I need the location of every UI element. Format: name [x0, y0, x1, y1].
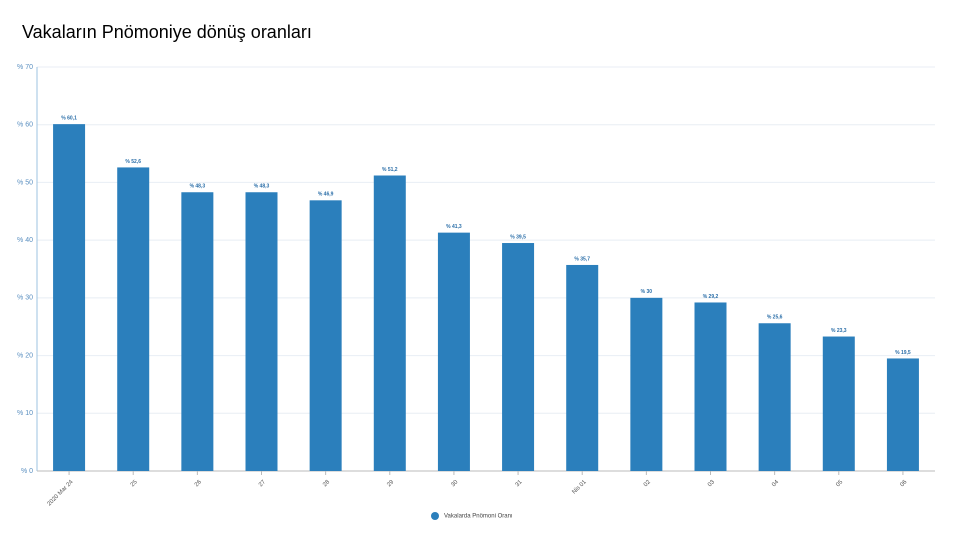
y-tick-label: % 70: [17, 64, 33, 71]
y-tick-label: % 10: [17, 410, 33, 417]
bar: [886, 358, 919, 471]
value-label: % 39,5: [510, 234, 526, 240]
value-label: % 19,5: [895, 350, 911, 356]
bar: [758, 323, 791, 471]
bar: [502, 243, 535, 471]
bar: [245, 192, 278, 472]
bar: [566, 264, 599, 471]
bar: [309, 200, 342, 471]
bar: [437, 232, 470, 471]
value-label: % 60,1: [61, 115, 77, 121]
y-tick-label: % 50: [17, 179, 33, 186]
x-tick-label: 06: [899, 479, 908, 488]
value-label: % 51,2: [382, 167, 398, 173]
value-label: % 23,3: [831, 328, 847, 334]
value-label: % 29,2: [703, 294, 719, 300]
x-tick-label: 03: [707, 479, 716, 488]
value-label: % 48,3: [190, 184, 206, 190]
y-tick-label: % 20: [17, 352, 33, 359]
y-tick-label: % 0: [21, 468, 33, 475]
x-tick-label: 27: [258, 479, 267, 488]
x-tick-label: 25: [130, 479, 139, 488]
x-tick-label: 28: [322, 479, 331, 488]
y-tick-label: % 60: [17, 122, 33, 129]
x-tick-label: 26: [194, 479, 203, 488]
bar: [117, 167, 150, 471]
bar: [694, 302, 727, 471]
x-tick-label: 31: [515, 479, 524, 488]
y-tick-label: % 40: [17, 237, 33, 244]
value-label: % 41,3: [446, 224, 462, 230]
legend-label: Vakalarda Pnömoni Oranı: [444, 514, 513, 520]
x-tick-label: Nis 01: [571, 479, 588, 496]
value-label: % 35,7: [574, 256, 590, 262]
value-label: % 52,6: [125, 159, 141, 165]
value-label: % 46,9: [318, 192, 334, 198]
legend-marker: [431, 512, 439, 520]
x-tick-label: 05: [835, 479, 844, 488]
bar: [630, 297, 663, 471]
chart-title: Vakaların Pnömoniye dönüş oranları: [22, 22, 312, 42]
x-tick-label: 04: [771, 479, 780, 488]
value-label: % 30: [641, 289, 653, 295]
x-tick-label: 29: [386, 479, 395, 488]
bar: [822, 336, 855, 471]
y-tick-label: % 30: [17, 295, 33, 302]
value-label: % 25,6: [767, 315, 783, 321]
x-tick-label: 30: [450, 479, 459, 488]
x-tick-label: 02: [643, 479, 652, 488]
bar: [373, 175, 406, 471]
bar: [53, 124, 86, 471]
x-tick-label: 2020 Mar 24: [47, 479, 76, 508]
bar: [181, 192, 214, 472]
value-label: % 48,3: [254, 184, 270, 190]
